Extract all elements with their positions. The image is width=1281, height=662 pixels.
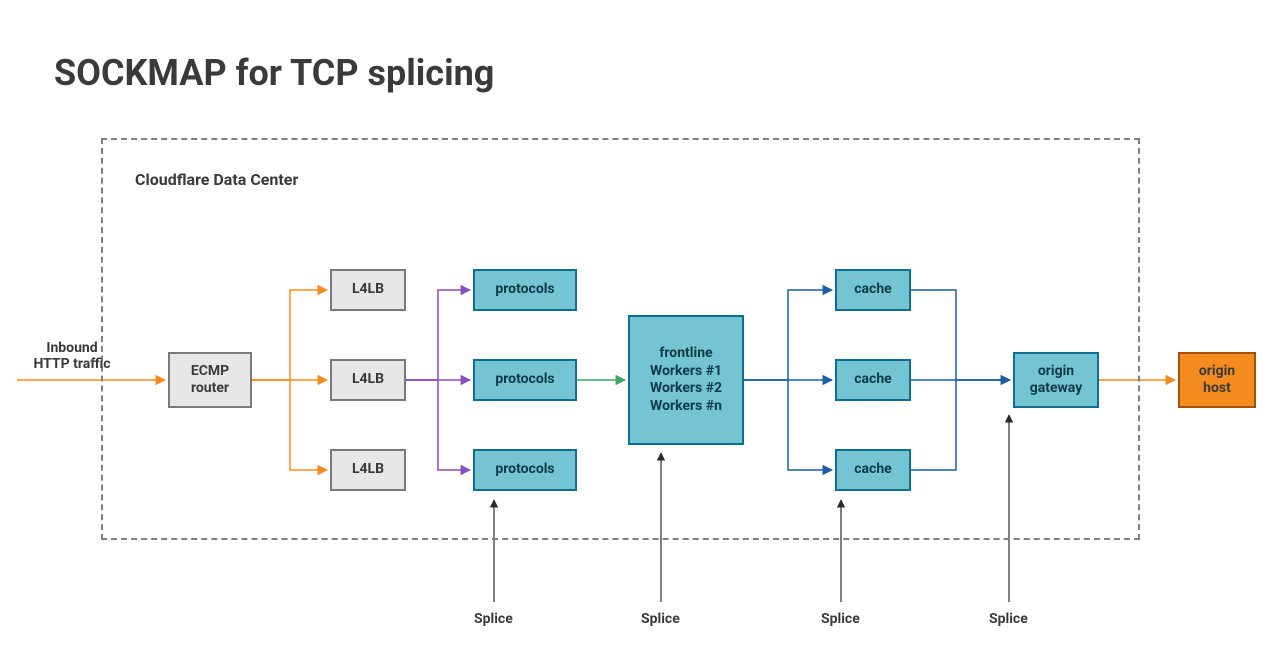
node-l4lb-top: L4LB	[330, 269, 406, 311]
node-origin-gw: origingateway	[1013, 352, 1099, 408]
node-cache-mid: cache	[835, 359, 911, 401]
label-inbound: InboundHTTP traffic	[17, 340, 127, 372]
node-cache-top: cache	[835, 269, 911, 311]
label-splice4: Splice	[989, 611, 1028, 627]
page-title: SOCKMAP for TCP splicing	[54, 52, 494, 94]
node-cache-bot: cache	[835, 449, 911, 491]
node-proto-mid: protocols	[473, 359, 577, 401]
data-center-container	[101, 138, 1140, 540]
diagram-canvas: SOCKMAP for TCP splicingCloudflare Data …	[0, 0, 1281, 662]
node-origin-host: originhost	[1178, 352, 1256, 408]
label-splice1: Splice	[474, 611, 513, 627]
label-splice2: Splice	[641, 611, 680, 627]
label-splice3: Splice	[821, 611, 860, 627]
node-ecmp: ECMProuter	[168, 352, 252, 408]
node-proto-bot: protocols	[473, 449, 577, 491]
node-l4lb-bot: L4LB	[330, 449, 406, 491]
node-proto-top: protocols	[473, 269, 577, 311]
node-frontline: frontlineWorkers #1Workers #2Workers #n	[628, 315, 744, 445]
node-l4lb-mid: L4LB	[330, 359, 406, 401]
